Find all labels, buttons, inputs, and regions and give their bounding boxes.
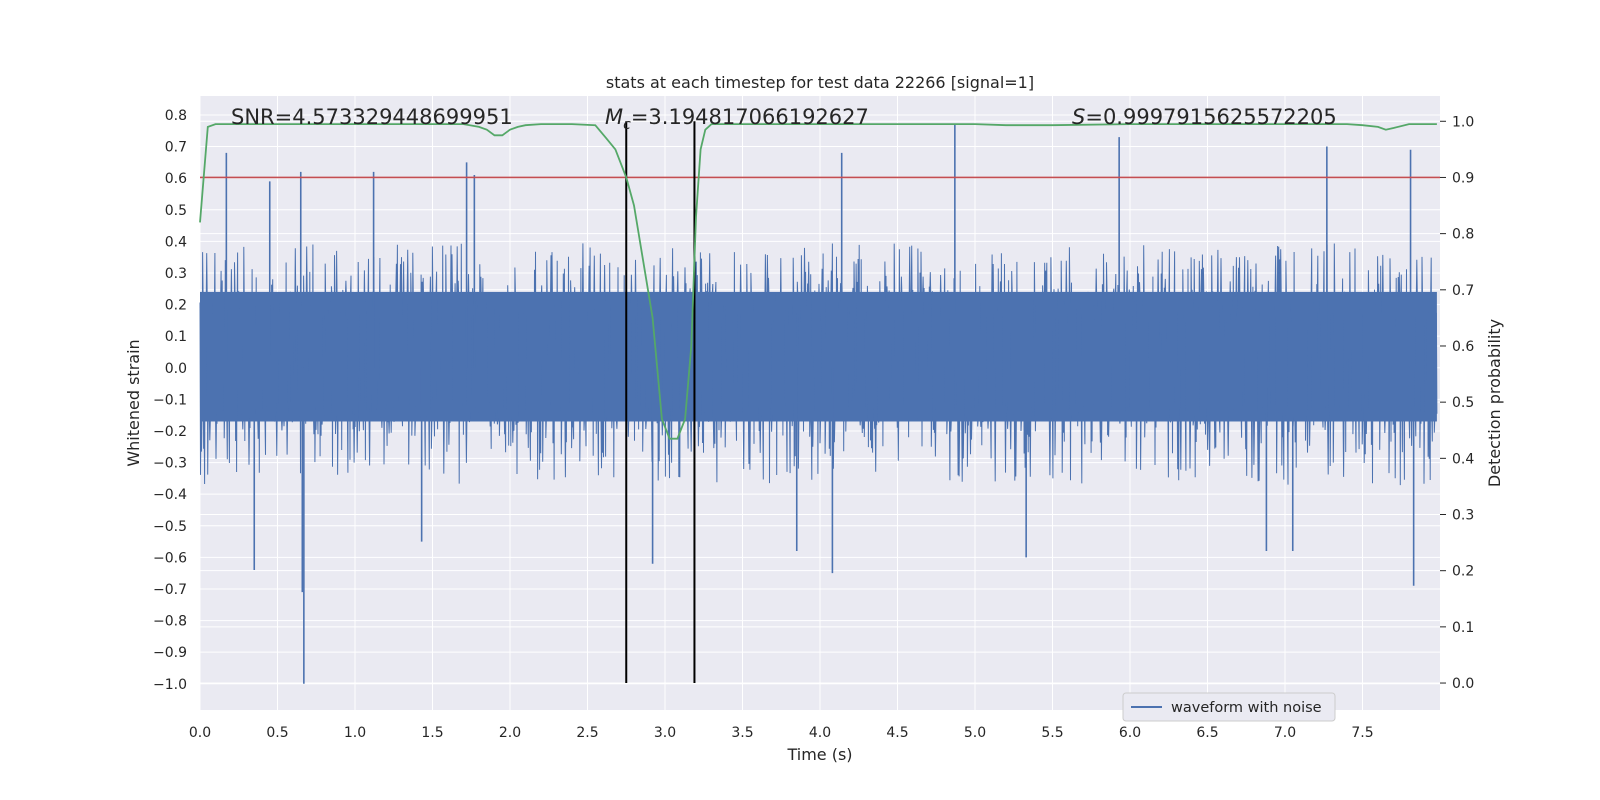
x-tick-labels: 0.0 0.5 1.0 1.5 2.0 2.5 3.0 3.5 4.0 4.5 5.0 5.5 6.0 6… — [189, 725, 1374, 741]
x-tick-label: 6.5 — [1196, 725, 1218, 741]
waveform-series — [199, 124, 1438, 684]
x-tick-label: 5.5 — [1041, 725, 1063, 741]
y-right-tick-label: 0.8 — [1452, 227, 1474, 243]
y-left-tick-labels: 0.8 0.7 0.6 0.5 0.4 0.3 0.2 0.1 0.0 −0.1 −0.2 −0.3 −… — [153, 108, 187, 693]
y-left-tick-label: −0.1 — [153, 392, 187, 408]
legend-box — [1122, 692, 1336, 722]
y-right-tick-label: 0.5 — [1452, 395, 1474, 411]
y-right-tick-label: 0.4 — [1452, 451, 1474, 467]
y-left-tick-label: 0.1 — [165, 329, 187, 345]
y-right-tick-labels: 1.0 0.9 0.8 0.7 0.6 0.5 0.4 0.3 0.2 0.1 0.0 — [1440, 114, 1474, 692]
chirp-mass-annotation: Mc=3.194817066192627 — [605, 105, 869, 133]
x-tick-label: 1.5 — [421, 725, 443, 741]
x-tick-label: 7.0 — [1274, 725, 1296, 741]
x-axis-label: Time (s) — [786, 745, 852, 764]
x-tick-label: 1.0 — [344, 725, 366, 741]
y-left-tick-label: 0.3 — [165, 266, 187, 282]
y-left-tick-label: −0.4 — [153, 487, 187, 503]
y-left-tick-label: 0.8 — [165, 108, 187, 124]
y-left-tick-label: −0.2 — [153, 424, 187, 440]
chart-title: stats at each timestep for test data 222… — [606, 73, 1034, 92]
y-left-tick-label: 0.2 — [165, 298, 187, 314]
y-right-tick-label: 0.2 — [1452, 564, 1474, 580]
snr-annotation: SNR=4.573329448699951 — [231, 105, 513, 129]
y-right-tick-label: 0.9 — [1452, 170, 1474, 186]
y-left-tick-label: −0.9 — [153, 645, 187, 661]
y-right-tick-label: 1.0 — [1452, 114, 1474, 130]
x-tick-label: 2.5 — [576, 725, 598, 741]
x-tick-label: 3.0 — [654, 725, 676, 741]
detection-probability-series — [199, 123, 1437, 440]
detection-probability-line — [199, 123, 1437, 440]
y-right-tick-label: 0.0 — [1452, 676, 1474, 692]
x-tick-label: 2.0 — [499, 725, 521, 741]
x-tick-label: 0.5 — [266, 725, 288, 741]
y-left-tick-label: −0.8 — [153, 614, 187, 630]
score-annotation: S=0.9997915625572205 — [1072, 105, 1337, 129]
x-tick-label: 4.0 — [809, 725, 831, 741]
y-axis-label-right: Detection probability — [1485, 319, 1504, 487]
x-tick-label: 7.5 — [1351, 725, 1373, 741]
y-left-tick-label: 0.6 — [165, 171, 187, 187]
legend-label: waveform with noise — [1171, 700, 1322, 716]
y-left-tick-label: −0.5 — [153, 519, 187, 535]
y-left-tick-label: 0.0 — [165, 361, 187, 377]
legend: waveform with noise — [1122, 692, 1336, 722]
y-right-tick-label: 0.3 — [1452, 508, 1474, 524]
x-tick-label: 5.0 — [964, 725, 986, 741]
y-left-tick-label: 0.4 — [165, 234, 187, 250]
waveform-trace — [199, 243, 1438, 486]
y-right-tick-label: 0.7 — [1452, 283, 1474, 299]
y-left-tick-label: −1.0 — [153, 677, 187, 693]
y-axis-label-left: Whitened strain — [124, 339, 143, 466]
x-tick-label: 4.5 — [886, 725, 908, 741]
y-left-tick-label: 0.5 — [165, 203, 187, 219]
y-left-tick-label: 0.7 — [165, 140, 187, 156]
marker-lines — [625, 121, 696, 684]
x-tick-label: 0.0 — [189, 725, 211, 741]
x-tick-label: 3.5 — [731, 725, 753, 741]
y-right-tick-label: 0.6 — [1452, 339, 1474, 355]
y-left-tick-label: −0.6 — [153, 550, 187, 566]
y-left-tick-label: −0.7 — [153, 582, 187, 598]
y-left-tick-label: −0.3 — [153, 456, 187, 472]
x-tick-label: 6.0 — [1119, 725, 1141, 741]
y-right-tick-label: 0.1 — [1452, 620, 1474, 636]
